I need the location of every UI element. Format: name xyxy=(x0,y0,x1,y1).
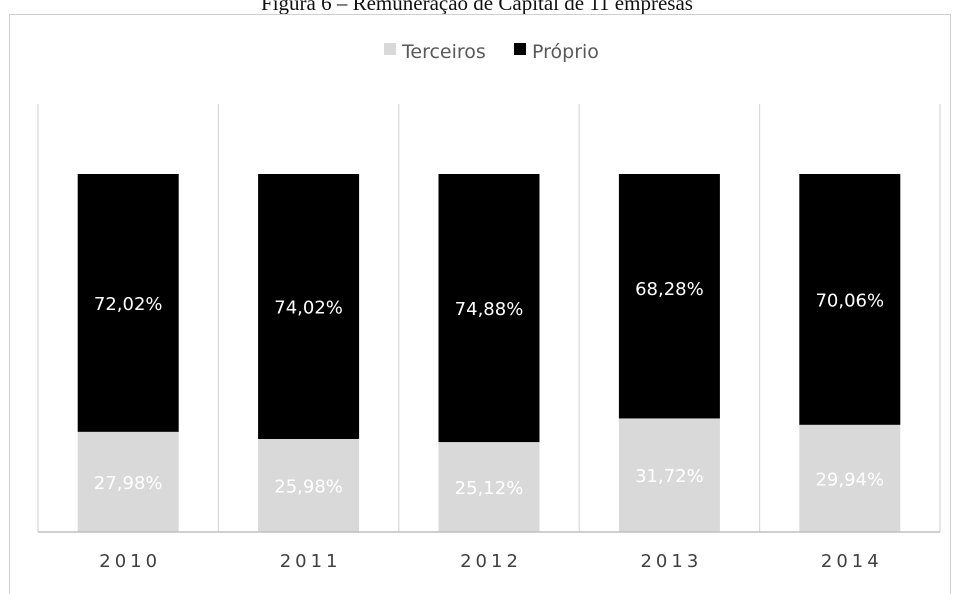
x-tick-label: 2010 xyxy=(99,551,161,572)
bar-terceiros-2011 xyxy=(258,438,360,532)
legend-swatch-proprio xyxy=(514,43,526,55)
x-tick-label: 2011 xyxy=(280,551,342,572)
legend-label-terceiros: Terceiros xyxy=(401,41,486,63)
data-label-terceiros-2012: 25,12% xyxy=(455,478,524,499)
bar-proprio-2012 xyxy=(438,174,540,443)
x-tick-label: 2012 xyxy=(460,551,522,572)
bar-terceiros-2010 xyxy=(77,431,179,532)
data-label-terceiros-2010: 27,98% xyxy=(94,473,163,494)
bar-proprio-2014 xyxy=(799,174,901,425)
x-tick-label: 2014 xyxy=(821,551,883,572)
data-label-terceiros-2013: 31,72% xyxy=(635,466,704,487)
bar-proprio-2010 xyxy=(77,174,179,432)
stacked-bar-chart: Terceiros Próprio 27,98% 72,02% 25,98% 74,02… xyxy=(37,41,941,572)
data-label-proprio-2011: 74,02% xyxy=(274,297,343,318)
legend: Terceiros Próprio xyxy=(384,41,599,63)
x-tick-label: 2013 xyxy=(640,551,702,572)
bar-terceiros-2013 xyxy=(618,418,720,532)
legend-label-proprio: Próprio xyxy=(532,41,599,63)
data-label-proprio-2014: 70,06% xyxy=(815,290,884,311)
legend-swatch-terceiros xyxy=(384,43,396,55)
data-label-proprio-2010: 72,02% xyxy=(94,294,163,315)
category-separators xyxy=(37,104,941,532)
bar-terceiros-2014 xyxy=(799,424,901,532)
data-label-proprio-2013: 68,28% xyxy=(635,279,704,300)
bar-proprio-2011 xyxy=(258,174,360,439)
x-tick-labels: 2010 2011 2012 2013 2014 xyxy=(99,551,883,572)
bars: 27,98% 72,02% 25,98% 74,02% 25,12% 74,88% 31,7… xyxy=(77,174,901,532)
bar-terceiros-2012 xyxy=(438,442,540,532)
data-label-proprio-2012: 74,88% xyxy=(455,299,524,320)
data-label-terceiros-2014: 29,94% xyxy=(815,469,884,490)
bar-proprio-2013 xyxy=(618,174,720,419)
figure-title: Figura 6 – Remuneração de Capital de 11 … xyxy=(261,0,693,15)
data-label-terceiros-2011: 25,98% xyxy=(274,476,343,497)
